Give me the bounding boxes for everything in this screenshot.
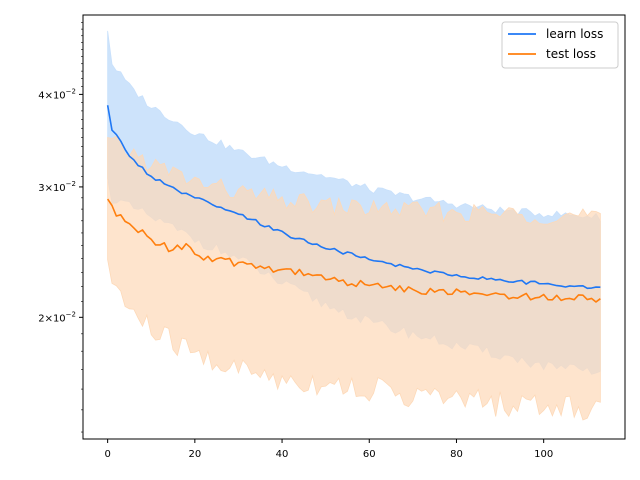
- line-test-loss: [106, 198, 601, 303]
- x-tick-label: 0: [104, 449, 110, 460]
- x-tick-label: 80: [450, 449, 463, 460]
- y-tick-label: 4×10−2: [38, 87, 76, 101]
- plot-frame: [82, 14, 626, 440]
- legend-label: test loss: [546, 47, 596, 61]
- x-tick-label: 20: [188, 449, 201, 460]
- y-tick-label: 2×10−2: [38, 310, 76, 324]
- y-tick-label: 3×10−2: [38, 180, 76, 194]
- confidence-bands: [107, 30, 601, 421]
- x-axis-ticks: 0 20 40 60 80 100: [104, 439, 553, 460]
- x-tick-label: 40: [276, 449, 289, 460]
- band-test-loss: [107, 135, 601, 421]
- x-tick-label: 100: [534, 449, 553, 460]
- legend: learn loss test loss: [501, 21, 619, 69]
- line-learn-loss: [106, 105, 601, 290]
- series-lines: [106, 105, 601, 303]
- legend-label: learn loss: [546, 27, 603, 41]
- x-tick-label: 60: [363, 449, 376, 460]
- y-axis-ticks: 2×10−2 3×10−2 4×10−2: [38, 22, 83, 433]
